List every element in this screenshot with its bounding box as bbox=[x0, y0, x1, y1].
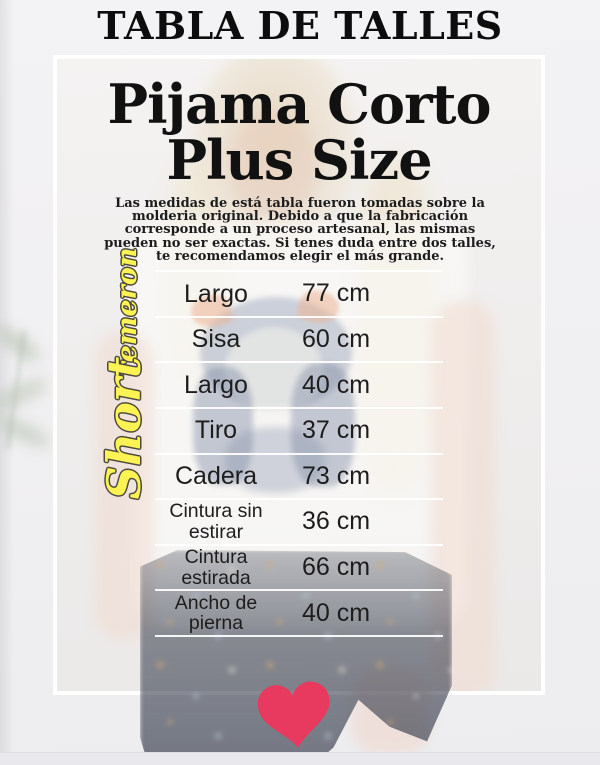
measure-label: Largo bbox=[184, 370, 248, 399]
measure-value: 36 cm bbox=[301, 507, 371, 536]
table-row: Largo 40 cm bbox=[155, 361, 443, 407]
measure-value: 66 cm bbox=[301, 553, 371, 582]
page-edge-shadow bbox=[0, 0, 14, 765]
heart-icon bbox=[256, 678, 335, 753]
measure-label: Ancho de pierna bbox=[174, 591, 258, 635]
tom-cat-body bbox=[225, 427, 325, 493]
measure-value: 40 cm bbox=[301, 370, 371, 399]
table-row: Cadera 73 cm bbox=[155, 452, 443, 499]
side-label-short: Short bbox=[97, 356, 151, 500]
measure-label: Sisa bbox=[191, 325, 241, 354]
size-table: Largo 77 cm Sisa 60 cm Largo 40 cm Tiro 37 cm Ca… bbox=[155, 270, 443, 637]
measure-label: Cintura estirada bbox=[181, 545, 251, 589]
measure-label: Cadera bbox=[175, 462, 257, 491]
table-row: Sisa 60 cm bbox=[155, 315, 443, 362]
tom-cat-paw bbox=[193, 367, 253, 485]
measure-value: 77 cm bbox=[301, 279, 371, 308]
measure-value: 37 cm bbox=[301, 416, 371, 445]
table-row: Largo 77 cm bbox=[155, 270, 443, 316]
measure-value: 60 cm bbox=[301, 324, 371, 353]
measure-value: 73 cm bbox=[301, 461, 371, 490]
table-row: Tiro 37 cm bbox=[155, 406, 443, 453]
measure-value: 40 cm bbox=[301, 598, 371, 627]
table-row: Ancho de pierna 40 cm bbox=[155, 589, 443, 635]
measure-label: Tiro bbox=[194, 416, 238, 445]
model-face bbox=[228, 110, 318, 220]
footer-band bbox=[0, 752, 600, 765]
product-title: Pijama Corto Plus Size bbox=[107, 72, 492, 192]
tom-cat-paw bbox=[291, 363, 355, 487]
table-row: Cintura sin estirar 36 cm bbox=[155, 498, 443, 544]
tom-cat-face bbox=[225, 327, 323, 415]
measure-label: Largo bbox=[184, 279, 248, 308]
page-title: TABLA DE TALLES bbox=[97, 3, 503, 48]
measure-label: Cintura sin estirar bbox=[169, 500, 263, 543]
disclaimer-text: Las medidas de está tabla fueron tomadas… bbox=[104, 196, 496, 264]
table-row: Cintura estirada 66 cm bbox=[155, 543, 443, 590]
